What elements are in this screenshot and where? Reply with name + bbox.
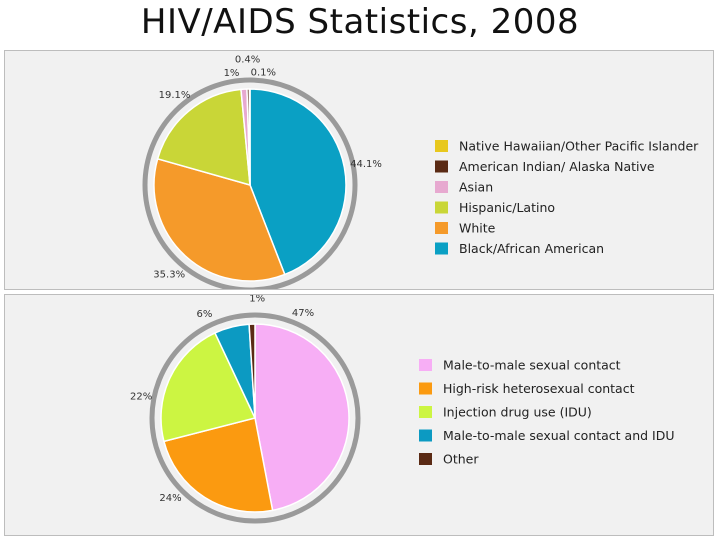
legend-swatch	[419, 382, 432, 395]
legend-swatch	[419, 453, 432, 465]
legend-entry-asian: Asian	[459, 180, 493, 195]
legend-entry-injection-drug-use-idu: Injection drug use (IDU)	[443, 405, 592, 420]
slice-value-label: 47%	[292, 308, 314, 319]
pie-slice-white	[153, 157, 286, 282]
pie-outer-ring	[149, 312, 361, 524]
race-ethnicity-pie-chart: 44.1% 35.3% 19.1% 1% 0.4%0.1% Native Hawaiian…	[142, 55, 699, 289]
transmission-chart-panel: 47% 24% 22% 6% 1% Male-to-male sexual contact…	[4, 294, 714, 536]
legend-entry-high-risk-heterosexual-contact: High-risk heterosexual contact	[443, 381, 635, 396]
legend-swatch	[435, 222, 448, 234]
slice-value-label: 1%	[224, 68, 240, 79]
pie-slice-high-risk-heterosexual-contact	[163, 417, 274, 513]
slice-value-label: 19.1%	[159, 90, 191, 101]
legend-entry-male-to-male-sexual-contact-and-idu: Male-to-male sexual contact and IDU	[443, 428, 675, 443]
legend-entry-hispanic-latino: Hispanic/Latino	[459, 200, 555, 215]
legend-entry-native-hawaiian-other-pacific-islander: Native Hawaiian/Other Pacific Islander	[459, 139, 699, 154]
legend-swatch	[435, 140, 448, 152]
race-ethnicity-chart-panel: 44.1% 35.3% 19.1% 1% 0.4% 0.1% Native Hawaiian…	[4, 50, 714, 290]
legend-swatch	[435, 201, 448, 214]
slice-value-label: 0.4%	[235, 55, 260, 66]
legend-swatch	[435, 242, 448, 255]
legend-swatch	[435, 181, 448, 193]
legend-entry-male-to-male-sexual-contact: Male-to-male sexual contact	[443, 358, 621, 373]
slide-title: HIV/AIDS Statistics, 2008	[140, 2, 580, 42]
pie-slice-male-to-male-sexual-contact	[254, 323, 350, 512]
legend-entry-other: Other	[443, 452, 479, 467]
slice-value-label: 35.3%	[153, 269, 185, 280]
pie-slice-native-hawaiian-other-pacific-islander	[248, 88, 251, 186]
pie-slice-black-african-american	[249, 88, 347, 276]
slice-value-label: 6%	[196, 309, 212, 320]
slice-value-label: 24%	[159, 493, 181, 504]
legend-entry-black-african-american: Black/African American	[459, 241, 604, 256]
legend-swatch	[419, 359, 432, 371]
pie-outer-ring	[142, 77, 358, 289]
transmission-category-pie-chart: 47% 24% 22% 6% 1% Male-to-male sexual contact…	[130, 295, 675, 524]
slice-value-label: 44.1%	[350, 159, 382, 170]
legend-swatch	[419, 429, 432, 442]
legend-entry-american-indian-alaska-native: American Indian/ Alaska Native	[459, 159, 655, 174]
slice-value-label: 22%	[130, 392, 152, 403]
pie-slice-other	[248, 323, 256, 419]
legend-entry-white: White	[459, 221, 496, 236]
legend-swatch	[435, 160, 448, 173]
slice-value-label: 0.1%	[251, 67, 276, 78]
pie-slice-hispanic-latino	[156, 88, 251, 187]
legend-swatch	[419, 406, 432, 418]
pie-slice-injection-drug-use-idu	[160, 331, 257, 443]
slice-value-label: 1%	[249, 295, 265, 305]
